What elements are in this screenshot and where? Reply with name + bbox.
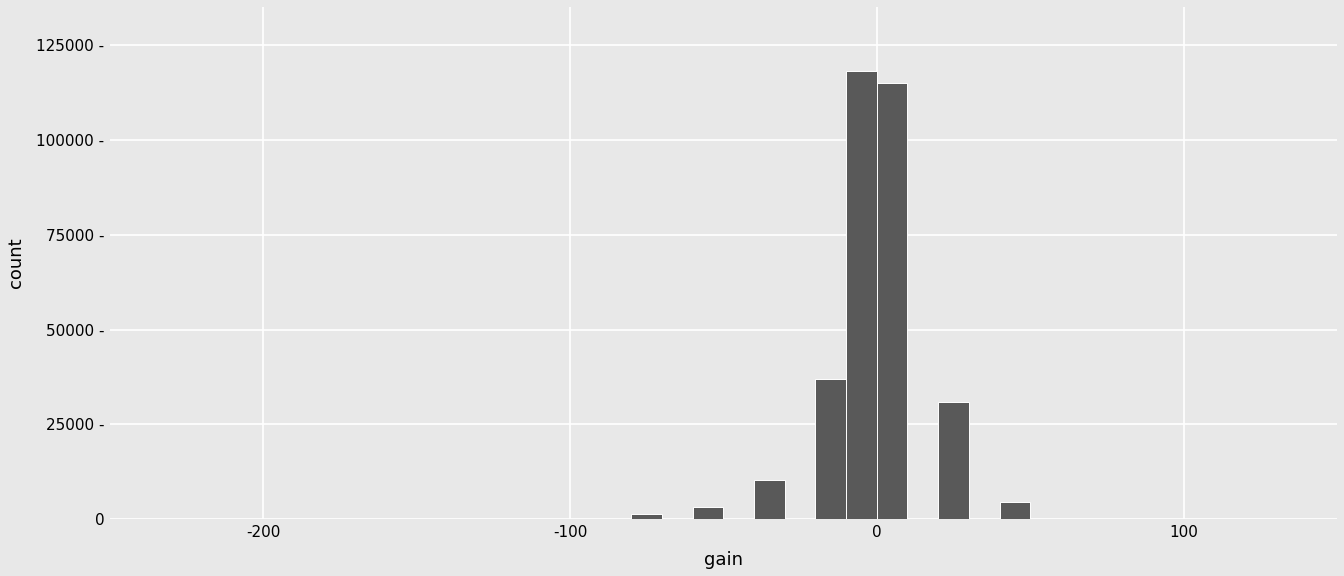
Bar [938,401,969,520]
Bar [1000,502,1031,520]
Bar [816,379,847,520]
Bar [632,514,663,520]
Bar [692,507,723,520]
Bar [847,71,876,520]
Y-axis label: count: count [7,238,26,289]
Bar [876,83,907,520]
X-axis label: gain: gain [704,551,743,569]
Bar [754,480,785,520]
